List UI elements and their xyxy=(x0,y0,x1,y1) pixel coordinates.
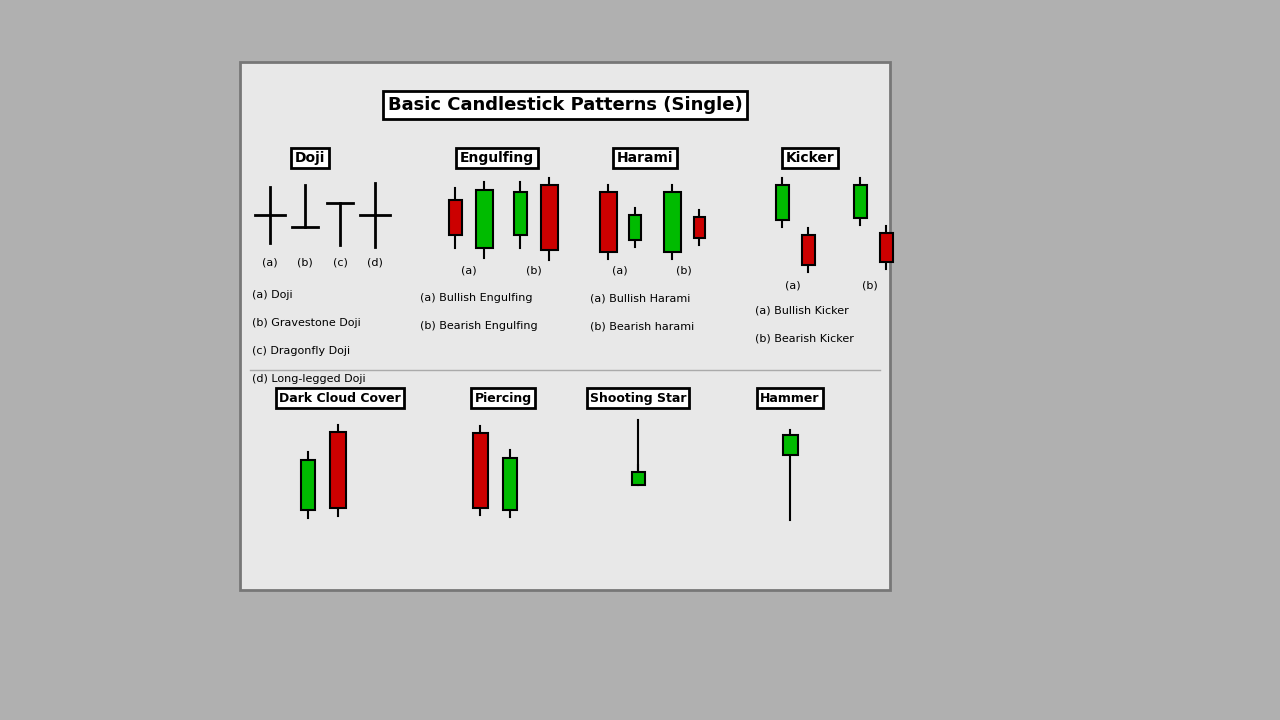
Text: (a) Bullish Harami: (a) Bullish Harami xyxy=(590,293,690,303)
Text: Engulfing: Engulfing xyxy=(460,151,534,165)
Text: (a): (a) xyxy=(785,280,801,290)
Text: (b) Bearish Kicker: (b) Bearish Kicker xyxy=(755,333,854,343)
Text: (b): (b) xyxy=(863,280,878,290)
Text: (d) Long-legged Doji: (d) Long-legged Doji xyxy=(252,374,366,384)
Text: (d): (d) xyxy=(367,257,383,267)
Bar xyxy=(776,185,788,220)
Bar xyxy=(503,458,517,510)
Bar xyxy=(628,215,641,240)
Bar xyxy=(599,192,617,252)
Bar xyxy=(540,185,558,250)
Bar xyxy=(330,432,346,508)
Text: (a): (a) xyxy=(612,265,627,275)
Bar xyxy=(879,233,892,262)
Text: Piercing: Piercing xyxy=(475,392,531,405)
Bar xyxy=(475,190,493,248)
Text: (b) Bearish Engulfing: (b) Bearish Engulfing xyxy=(420,321,538,331)
FancyBboxPatch shape xyxy=(241,62,890,590)
Text: Hammer: Hammer xyxy=(760,392,819,405)
Text: (b): (b) xyxy=(297,257,312,267)
Bar xyxy=(472,433,488,508)
Text: Doji: Doji xyxy=(294,151,325,165)
Bar xyxy=(801,235,814,265)
Text: (b): (b) xyxy=(526,265,541,275)
Text: (b) Bearish harami: (b) Bearish harami xyxy=(590,321,694,331)
Text: Shooting Star: Shooting Star xyxy=(590,392,686,405)
Text: Dark Cloud Cover: Dark Cloud Cover xyxy=(279,392,401,405)
Text: Kicker: Kicker xyxy=(786,151,835,165)
Bar xyxy=(631,472,645,485)
Bar xyxy=(663,192,681,252)
Text: (c): (c) xyxy=(333,257,347,267)
Text: (a): (a) xyxy=(461,265,477,275)
Text: Harami: Harami xyxy=(617,151,673,165)
Bar xyxy=(782,435,797,455)
Text: (b): (b) xyxy=(676,265,692,275)
Bar xyxy=(694,217,704,238)
Bar xyxy=(448,200,462,235)
Text: (a) Bullish Kicker: (a) Bullish Kicker xyxy=(755,305,849,315)
Bar xyxy=(513,192,526,235)
Text: (a) Bullish Engulfing: (a) Bullish Engulfing xyxy=(420,293,532,303)
Text: (c) Dragonfly Doji: (c) Dragonfly Doji xyxy=(252,346,351,356)
Bar xyxy=(854,185,867,218)
Text: (a) Doji: (a) Doji xyxy=(252,290,293,300)
Text: Basic Candlestick Patterns (Single): Basic Candlestick Patterns (Single) xyxy=(388,96,742,114)
Text: (b) Gravestone Doji: (b) Gravestone Doji xyxy=(252,318,361,328)
Bar xyxy=(301,460,315,510)
Text: (a): (a) xyxy=(262,257,278,267)
